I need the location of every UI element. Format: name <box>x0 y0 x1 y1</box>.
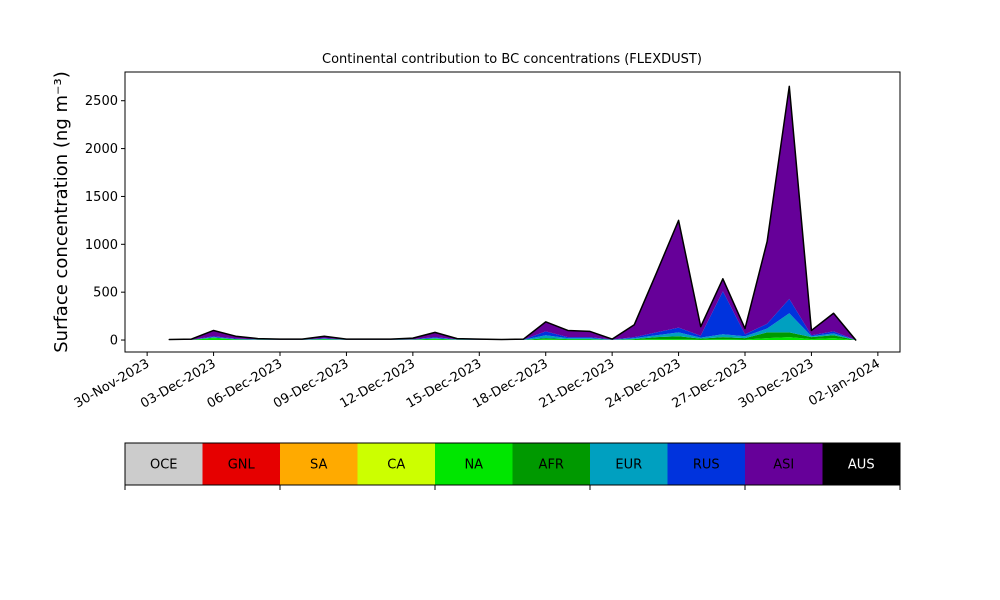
legend-swatch <box>357 443 435 485</box>
y-tick-label: 2000 <box>85 142 118 157</box>
y-tick-label: 1500 <box>85 190 118 205</box>
legend-label: SA <box>310 458 327 473</box>
chart-title: Continental contribution to BC concentra… <box>322 52 702 67</box>
area <box>168 85 857 341</box>
legend-swatch <box>512 443 590 485</box>
x-tick-label: 30-Dec-2023 <box>736 356 816 411</box>
y-tick-label: 0 <box>110 334 118 349</box>
legend-swatch <box>667 443 745 485</box>
area <box>169 86 856 341</box>
legend-frame <box>124 442 901 486</box>
legend-label: CA <box>387 458 405 473</box>
legend-label: AFR <box>539 458 564 473</box>
x-tick-label: 02-Jan-2024 <box>806 356 883 409</box>
legend-label: RUS <box>693 458 720 473</box>
plot-frame <box>124 71 901 353</box>
y-tick-label: 500 <box>93 286 118 301</box>
legend-swatch <box>202 443 280 485</box>
area <box>169 332 856 341</box>
legend-swatch <box>590 443 668 485</box>
legend-swatch <box>125 443 203 485</box>
area <box>169 291 856 341</box>
legend-label: ASI <box>773 458 794 473</box>
legend-swatch <box>745 443 823 485</box>
legend-label: OCE <box>150 458 178 473</box>
legend-swatch <box>280 443 358 485</box>
legend-label: NA <box>464 458 483 473</box>
legend-swatch <box>822 443 900 485</box>
legend-label: AUS <box>848 458 875 473</box>
area <box>169 313 856 341</box>
y-tick-label: 1000 <box>85 238 118 253</box>
area <box>169 337 856 341</box>
y-axis-label: Surface concentration (ng m⁻³) <box>51 71 72 353</box>
legend-label: EUR <box>615 458 642 473</box>
y-tick-label: 2500 <box>85 94 118 109</box>
legend-label: GNL <box>228 458 256 473</box>
legend-swatch <box>435 443 513 485</box>
